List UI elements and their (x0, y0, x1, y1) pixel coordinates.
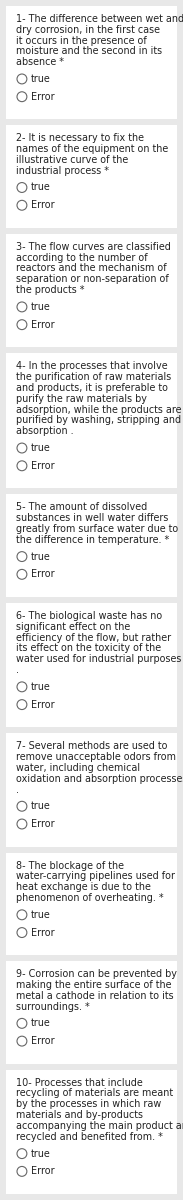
Text: recycling of materials are meant: recycling of materials are meant (16, 1088, 173, 1098)
Text: 1- The difference between wet and: 1- The difference between wet and (16, 14, 183, 24)
Text: true: true (31, 910, 51, 920)
Text: Error: Error (31, 1166, 54, 1176)
Text: Error: Error (31, 200, 54, 210)
Text: illustrative curve of the: illustrative curve of the (16, 155, 128, 164)
Text: 10- Processes that include: 10- Processes that include (16, 1078, 143, 1087)
Text: and products, it is preferable to: and products, it is preferable to (16, 383, 168, 392)
Bar (6, 733, 177, 847)
Text: recycled and benefited from. *: recycled and benefited from. * (16, 1132, 163, 1142)
Text: absorption .: absorption . (16, 426, 74, 437)
Text: greatly from surface water due to: greatly from surface water due to (16, 524, 178, 534)
Text: .: . (16, 785, 19, 794)
Text: according to the number of: according to the number of (16, 253, 148, 263)
Text: dry corrosion, in the first case: dry corrosion, in the first case (16, 25, 160, 35)
Text: its effect on the toxicity of the: its effect on the toxicity of the (16, 643, 161, 654)
Text: adsorption, while the products are: adsorption, while the products are (16, 404, 182, 415)
Text: materials and by-products: materials and by-products (16, 1110, 143, 1120)
Text: true: true (31, 552, 51, 562)
Bar (6, 234, 177, 347)
Bar (6, 1069, 177, 1194)
Text: 2- It is necessary to fix the: 2- It is necessary to fix the (16, 133, 144, 143)
Text: names of the equipment on the: names of the equipment on the (16, 144, 168, 154)
Text: the difference in temperature. *: the difference in temperature. * (16, 535, 169, 545)
Text: reactors and the mechanism of: reactors and the mechanism of (16, 264, 167, 274)
Text: true: true (31, 74, 51, 84)
Text: efficiency of the flow, but rather: efficiency of the flow, but rather (16, 632, 171, 642)
Text: phenomenon of overheating. *: phenomenon of overheating. * (16, 893, 164, 904)
Text: accompanying the main product are: accompanying the main product are (16, 1121, 183, 1132)
Bar (6, 6, 177, 120)
Text: water-carrying pipelines used for: water-carrying pipelines used for (16, 871, 175, 881)
Text: 7- Several methods are used to: 7- Several methods are used to (16, 742, 167, 751)
Text: true: true (31, 302, 51, 312)
Text: 5- The amount of dissolved: 5- The amount of dissolved (16, 503, 147, 512)
Text: true: true (31, 802, 51, 811)
Bar (6, 353, 177, 488)
Text: the products *: the products * (16, 286, 85, 295)
Text: Error: Error (31, 820, 54, 829)
Text: significant effect on the: significant effect on the (16, 622, 130, 631)
Bar (6, 602, 177, 727)
Text: 6- The biological waste has no: 6- The biological waste has no (16, 611, 162, 620)
Text: true: true (31, 443, 51, 454)
Text: the purification of raw materials: the purification of raw materials (16, 372, 171, 382)
Text: 9- Corrosion can be prevented by: 9- Corrosion can be prevented by (16, 970, 177, 979)
Text: metal a cathode in relation to its: metal a cathode in relation to its (16, 991, 174, 1001)
Text: heat exchange is due to the: heat exchange is due to the (16, 882, 151, 893)
Text: separation or non-separation of: separation or non-separation of (16, 275, 169, 284)
Text: surroundings. *: surroundings. * (16, 1002, 90, 1012)
Text: industrial process *: industrial process * (16, 166, 109, 175)
Text: remove unacceptable odors from: remove unacceptable odors from (16, 752, 176, 762)
Bar (6, 853, 177, 955)
Bar (6, 494, 177, 598)
Text: 3- The flow curves are classified: 3- The flow curves are classified (16, 241, 171, 252)
Bar (6, 961, 177, 1064)
Text: Error: Error (31, 319, 54, 330)
Text: 4- In the processes that involve: 4- In the processes that involve (16, 361, 168, 371)
Text: making the entire surface of the: making the entire surface of the (16, 980, 171, 990)
Text: Error: Error (31, 91, 54, 102)
Text: water, including chemical: water, including chemical (16, 763, 140, 773)
Text: purify the raw materials by: purify the raw materials by (16, 394, 147, 403)
Text: Error: Error (31, 1036, 54, 1046)
Text: true: true (31, 682, 51, 692)
Text: substances in well water differs: substances in well water differs (16, 514, 168, 523)
Text: by the processes in which raw: by the processes in which raw (16, 1099, 161, 1109)
Bar (6, 125, 177, 228)
Text: Error: Error (31, 569, 54, 580)
Text: true: true (31, 1019, 51, 1028)
Text: .: . (16, 665, 19, 676)
Text: purified by washing, stripping and: purified by washing, stripping and (16, 415, 181, 426)
Text: true: true (31, 1148, 51, 1159)
Text: water used for industrial purposes: water used for industrial purposes (16, 654, 181, 665)
Text: Error: Error (31, 928, 54, 937)
Text: it occurs in the presence of: it occurs in the presence of (16, 36, 147, 46)
Text: 8- The blockage of the: 8- The blockage of the (16, 860, 124, 870)
Text: true: true (31, 182, 51, 192)
Text: moisture and the second in its: moisture and the second in its (16, 47, 162, 56)
Text: absence *: absence * (16, 58, 64, 67)
Text: oxidation and absorption processes: oxidation and absorption processes (16, 774, 183, 784)
Text: Error: Error (31, 700, 54, 709)
Text: Error: Error (31, 461, 54, 470)
